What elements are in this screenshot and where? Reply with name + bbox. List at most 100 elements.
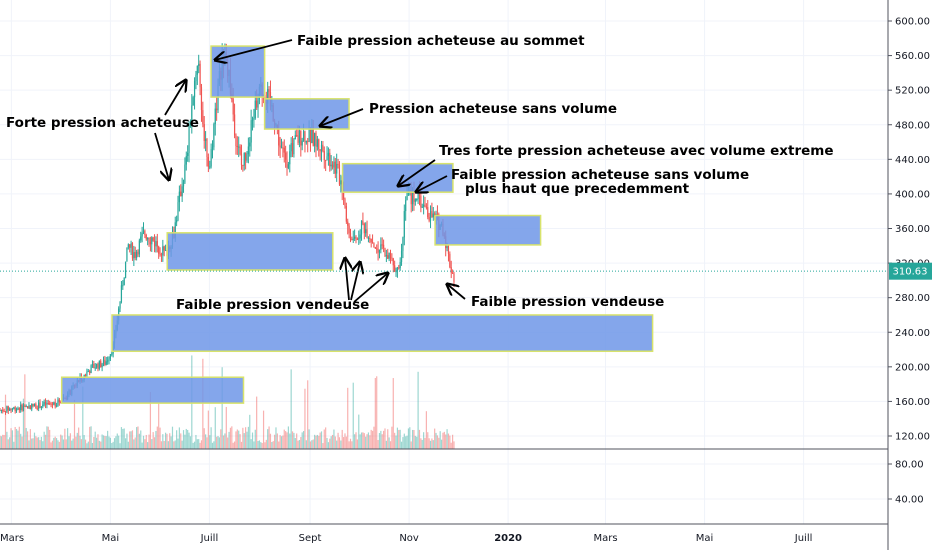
candle-body-273 bbox=[376, 248, 378, 250]
zone-z3 bbox=[166, 232, 334, 271]
volume-bar-172 bbox=[236, 429, 238, 449]
candle-body-134 bbox=[184, 164, 186, 183]
volume-bar-12 bbox=[15, 428, 18, 449]
annotation-weak-sell-right: Faible pression vendeuse bbox=[471, 294, 664, 310]
volume-bar-39 bbox=[53, 437, 55, 449]
candle-body-222 bbox=[305, 141, 307, 143]
volume-bar-177 bbox=[243, 433, 245, 449]
volume-bar-285 bbox=[392, 378, 394, 449]
candle-body-34 bbox=[46, 402, 48, 405]
volume-bar-44 bbox=[60, 434, 62, 449]
volume-bar-289 bbox=[398, 429, 400, 449]
candle-body-257 bbox=[354, 236, 356, 239]
zone-z7 bbox=[434, 214, 542, 246]
volume-bar-142 bbox=[195, 434, 197, 449]
volume-bar-64 bbox=[87, 441, 89, 449]
candle-body-180 bbox=[247, 146, 249, 155]
candle-body-44 bbox=[60, 402, 62, 404]
volume-bar-105 bbox=[144, 439, 146, 449]
volume-bar-119 bbox=[163, 441, 165, 449]
volume-bar-38 bbox=[51, 440, 54, 449]
volume-bar-288 bbox=[396, 427, 399, 449]
volume-bar-20 bbox=[26, 431, 29, 449]
candle-body-324 bbox=[446, 246, 448, 249]
candle-body-30 bbox=[40, 406, 42, 408]
candle-body-236 bbox=[325, 160, 327, 162]
volume-bar-107 bbox=[147, 442, 149, 449]
volume-bar-325 bbox=[447, 433, 450, 449]
time-label-1: Mai bbox=[102, 533, 120, 544]
volume-bar-224 bbox=[308, 429, 310, 449]
volume-bar-329 bbox=[453, 441, 455, 449]
candle-body-78 bbox=[107, 360, 109, 362]
volume-bar-138 bbox=[189, 436, 192, 449]
candle-body-66 bbox=[90, 365, 92, 374]
volume-bar-203 bbox=[279, 435, 281, 449]
volume-bar-43 bbox=[58, 441, 60, 449]
annotation-top: Faible pression acheteuse au sommet bbox=[297, 33, 585, 49]
time-label-6: Mars bbox=[593, 533, 617, 544]
volume-bar-112 bbox=[153, 437, 156, 449]
volume-bar-312 bbox=[429, 440, 432, 449]
volume-bar-292 bbox=[402, 437, 404, 449]
candle-body-1 bbox=[0, 409, 2, 411]
volume-bar-200 bbox=[275, 427, 277, 449]
candle-body-243 bbox=[334, 161, 336, 174]
volume-bar-306 bbox=[421, 439, 423, 449]
volume-bar-185 bbox=[254, 429, 256, 449]
volume-bar-18 bbox=[24, 374, 26, 449]
candle-body-80 bbox=[109, 354, 111, 359]
volume-bar-140 bbox=[192, 442, 194, 449]
candle-body-301 bbox=[414, 199, 416, 202]
volume-bar-204 bbox=[280, 436, 283, 449]
candle-body-68 bbox=[93, 363, 95, 369]
candle-body-312 bbox=[429, 211, 432, 221]
candle-body-157 bbox=[216, 108, 218, 111]
volume-bar-167 bbox=[229, 427, 232, 449]
candle-body-130 bbox=[178, 191, 180, 203]
candle-body-208 bbox=[286, 159, 288, 168]
volume-bar-158 bbox=[217, 436, 219, 449]
volume-bar-210 bbox=[289, 433, 291, 449]
candle-body-299 bbox=[411, 190, 414, 205]
candle-body-5 bbox=[6, 406, 8, 412]
candle-body-101 bbox=[138, 240, 140, 255]
volume-bar-286 bbox=[394, 432, 396, 449]
candle-body-151 bbox=[207, 157, 209, 167]
candle-body-114 bbox=[156, 241, 158, 247]
candle-body-39 bbox=[53, 402, 55, 405]
annotation-arrow-1 bbox=[164, 80, 186, 116]
volume-bar-320 bbox=[440, 439, 443, 449]
volume-bar-155 bbox=[213, 441, 215, 449]
volume-bar-217 bbox=[298, 439, 301, 449]
volume-bar-100 bbox=[137, 426, 139, 449]
volume-bar-261 bbox=[359, 434, 361, 449]
candle-body-306 bbox=[421, 206, 423, 208]
volume-bar-206 bbox=[283, 429, 285, 449]
volume-bar-79 bbox=[108, 436, 110, 449]
candle-body-77 bbox=[105, 361, 107, 365]
volume-bar-125 bbox=[171, 426, 174, 449]
volume-bar-284 bbox=[391, 426, 393, 449]
volume-bar-223 bbox=[307, 380, 309, 449]
candle-body-305 bbox=[420, 195, 422, 208]
volume-bar-154 bbox=[211, 442, 214, 449]
candle-body-325 bbox=[447, 246, 450, 254]
candle-body-62 bbox=[84, 374, 87, 376]
candle-body-7 bbox=[9, 408, 11, 411]
candle-body-107 bbox=[147, 238, 149, 240]
volume-bar-229 bbox=[315, 435, 317, 449]
volume-bar-14 bbox=[18, 426, 20, 449]
candle-body-29 bbox=[39, 402, 41, 408]
candle-body-327 bbox=[450, 267, 452, 273]
zone-z2 bbox=[111, 314, 654, 353]
candle-body-245 bbox=[337, 163, 339, 165]
candle-body-22 bbox=[29, 405, 31, 410]
volume-bar-70 bbox=[95, 437, 98, 449]
volume-bar-295 bbox=[406, 435, 408, 449]
volume-bar-205 bbox=[282, 435, 284, 449]
candle-body-292 bbox=[402, 237, 404, 251]
volume-bar-110 bbox=[151, 439, 153, 449]
candle-body-216 bbox=[297, 135, 299, 143]
volume-bar-315 bbox=[434, 428, 436, 449]
